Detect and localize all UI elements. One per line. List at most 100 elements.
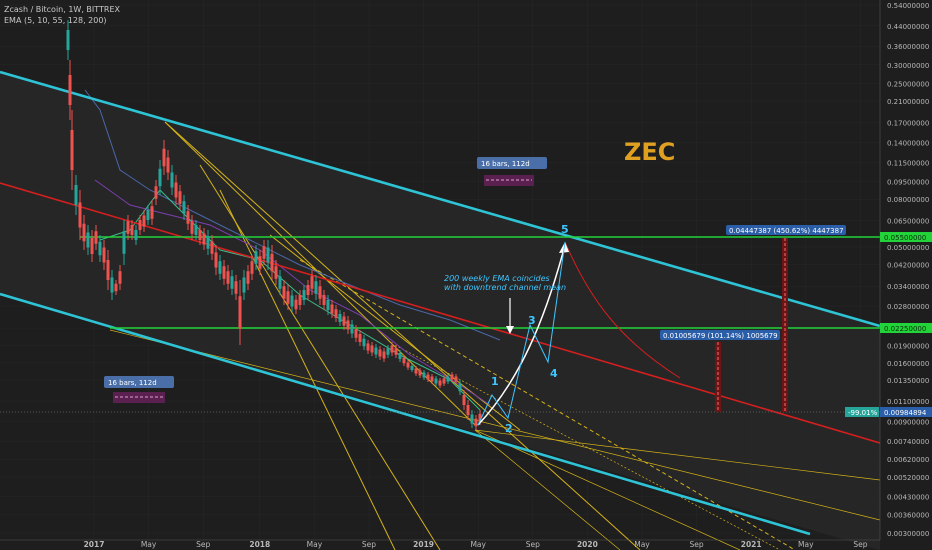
candle-body — [190, 221, 194, 234]
price-tick-label: 0.00300000 — [887, 530, 929, 538]
candle-body — [374, 347, 378, 355]
candle-body — [110, 277, 114, 293]
price-tick-label: 0.44000000 — [887, 23, 929, 31]
time-tick-label: May — [634, 540, 650, 549]
candle-body — [230, 276, 234, 289]
wave-label-1: 1 — [491, 375, 499, 388]
time-tick-label: 2021 — [741, 540, 762, 549]
wave-projection-path — [477, 244, 566, 426]
price-tick-label: 0.00430000 — [887, 493, 929, 501]
candle-body — [354, 329, 358, 338]
candle-body — [358, 334, 362, 342]
chart-title: ZEC — [624, 138, 675, 166]
price-tick-label: 0.03400000 — [887, 283, 929, 291]
time-tick-label: Sep — [196, 540, 210, 549]
candle-body — [90, 238, 94, 254]
candle-body — [306, 285, 310, 295]
annotation-line-2: with downtrend channel mean — [444, 283, 566, 292]
candle-body — [278, 276, 282, 289]
candle-body — [186, 211, 190, 224]
candle-body — [414, 368, 418, 374]
candle-body — [174, 182, 178, 198]
price-tick-label: 0.00360000 — [887, 511, 929, 519]
candle-body — [394, 348, 398, 355]
price-tick-label: 0.01600000 — [887, 360, 929, 368]
candle-body — [146, 210, 150, 220]
candle-body — [70, 130, 74, 170]
candle-body — [402, 357, 406, 364]
candle-body — [238, 296, 242, 329]
annotation-line-1: 200 weekly EMA coincides — [444, 274, 550, 283]
candle-body — [318, 286, 322, 299]
price-tick-label: 0.17000000 — [887, 120, 929, 128]
time-tick-label: May — [141, 540, 157, 549]
svg-text:0.05500000: 0.05500000 — [884, 234, 926, 242]
candle-body — [214, 252, 218, 268]
price-tick-label: 0.02800000 — [887, 303, 929, 311]
candle-body — [218, 261, 222, 274]
channel-lower — [0, 292, 811, 536]
candle-body — [434, 378, 438, 384]
measure-box-top[interactable]: 16 bars, 112d — [477, 157, 547, 186]
candle-body — [182, 201, 186, 214]
candle-body — [334, 309, 338, 318]
time-tick-label: Sep — [526, 540, 540, 549]
candle-body — [134, 230, 138, 240]
candle-body — [478, 413, 482, 422]
wave-label-2: 2 — [505, 422, 513, 435]
price-tick-label: 0.25000000 — [887, 80, 929, 88]
candle-body — [386, 348, 390, 355]
candle-body — [446, 376, 450, 382]
candle-body — [122, 231, 126, 254]
candle-body — [438, 380, 442, 386]
candle-body — [202, 233, 206, 245]
candle-body — [166, 157, 170, 173]
measure-label-left: 16 bars, 112d — [108, 379, 157, 387]
candle-body — [138, 220, 142, 230]
candle-body — [162, 148, 166, 167]
channel-midline — [0, 182, 881, 444]
candle-body — [462, 395, 466, 405]
candle-body — [370, 345, 374, 353]
candle-body — [442, 378, 446, 384]
candle-body — [470, 414, 474, 424]
candle-body — [270, 253, 274, 272]
wave-label-5: 5 — [561, 223, 569, 236]
candle-body — [410, 366, 414, 370]
candle-body — [158, 168, 162, 187]
price-tick-label: 0.08000000 — [887, 196, 929, 204]
candle-body — [242, 277, 246, 293]
candle-body — [198, 230, 202, 240]
price-tick-label: 0.00740000 — [887, 438, 929, 446]
candle-body — [326, 300, 330, 310]
price-tick-label: 0.54000000 — [887, 2, 929, 10]
candle-body — [350, 324, 354, 334]
time-tick-label: May — [307, 540, 323, 549]
candles — [66, 20, 482, 430]
candle-body — [234, 281, 238, 294]
candle-body — [390, 345, 394, 353]
candle-body — [426, 374, 430, 380]
candle-body — [74, 185, 78, 205]
measure-vertical-small[interactable]: 0.01005679 (101.14%) 1005679 — [660, 330, 780, 412]
candle-body — [422, 372, 426, 378]
candle-body — [126, 221, 130, 234]
measure-vertical-big[interactable]: 0.04447387 (450.62%) 4447387 — [726, 225, 846, 412]
candle-body — [246, 271, 250, 284]
candle-body — [362, 338, 366, 347]
candle-body — [142, 215, 146, 227]
candle-body — [98, 241, 102, 256]
price-axis-panel[interactable] — [880, 0, 932, 550]
measure-box-left[interactable]: 16 bars, 112d — [104, 376, 174, 403]
channel-fill — [0, 72, 880, 550]
candle-body — [430, 376, 434, 382]
level-tag-0.055: 0.05500000 — [880, 232, 932, 242]
candle-body — [466, 405, 470, 415]
candle-body — [450, 374, 454, 380]
price-tick-label: 0.01350000 — [887, 377, 929, 385]
candle-body — [282, 286, 286, 299]
candle-body — [250, 261, 254, 274]
time-tick-label: Sep — [362, 540, 376, 549]
measure-label-small: 0.01005679 (101.14%) 1005679 — [663, 332, 778, 340]
